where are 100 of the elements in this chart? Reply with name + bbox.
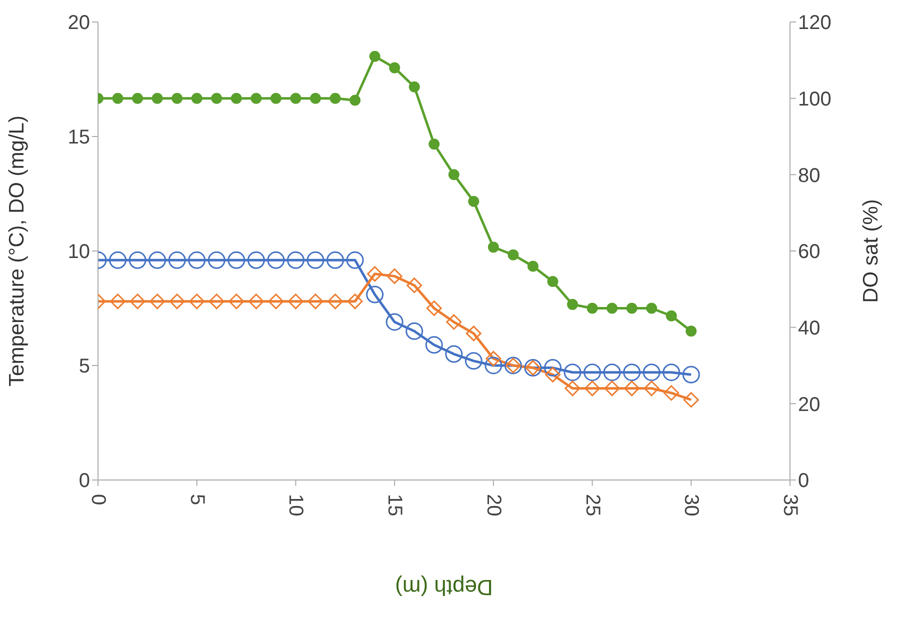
- point: [152, 92, 163, 104]
- point: [686, 326, 697, 337]
- point: [644, 380, 660, 396]
- point: [626, 302, 638, 314]
- point: [168, 251, 186, 269]
- y2-tick-label: 60: [798, 241, 820, 264]
- point: [642, 364, 660, 382]
- point: [169, 294, 185, 310]
- point: [603, 364, 621, 382]
- point: [386, 268, 402, 284]
- point: [326, 251, 344, 269]
- point: [445, 345, 463, 363]
- point: [624, 380, 640, 396]
- point: [464, 352, 482, 370]
- point: [128, 251, 146, 269]
- point: [484, 356, 502, 374]
- point: [408, 81, 420, 92]
- point: [666, 310, 677, 322]
- x-tick-label: 30: [680, 494, 702, 516]
- point: [369, 50, 380, 62]
- point: [662, 364, 680, 382]
- point: [584, 364, 602, 382]
- point: [247, 251, 265, 269]
- y-tick-label: 5: [78, 356, 90, 378]
- point: [406, 278, 422, 294]
- point: [428, 138, 440, 150]
- y2-tick-label: 20: [798, 394, 820, 416]
- point: [172, 92, 183, 104]
- point: [208, 251, 226, 269]
- y-tick-label: 15: [68, 126, 90, 149]
- y2-tick-label: 100: [798, 88, 832, 110]
- x-tick-label: 0: [87, 494, 109, 506]
- point: [425, 336, 443, 354]
- point: [646, 302, 658, 314]
- point: [488, 242, 499, 253]
- point: [683, 392, 699, 408]
- point: [286, 251, 304, 269]
- point: [110, 294, 126, 310]
- x-tick-label: 15: [384, 494, 406, 516]
- y2-tick-label: 120: [798, 12, 832, 34]
- point: [211, 92, 222, 104]
- point: [228, 294, 244, 310]
- y2-tick-label: 40: [798, 317, 820, 340]
- point: [682, 366, 700, 384]
- point: [330, 92, 341, 104]
- point: [606, 302, 618, 314]
- point: [132, 92, 144, 104]
- point: [486, 350, 502, 366]
- y-axis-title: Temperature (°C), DO (mg/L): [5, 116, 28, 386]
- point: [308, 294, 324, 310]
- y2-tick-label: 80: [798, 164, 820, 187]
- point: [446, 314, 462, 330]
- x-tick-label: 5: [186, 494, 208, 506]
- point: [386, 313, 404, 331]
- y2-axis-title: DO sat (%): [859, 199, 882, 303]
- point: [188, 251, 206, 269]
- point: [109, 251, 127, 269]
- point: [389, 62, 400, 74]
- point: [208, 294, 224, 310]
- point: [406, 322, 424, 340]
- y-tick-label: 10: [68, 241, 90, 264]
- point: [268, 294, 284, 310]
- point: [547, 276, 558, 288]
- point: [367, 266, 383, 282]
- point: [328, 294, 344, 310]
- point: [248, 294, 264, 310]
- point: [347, 294, 363, 310]
- point: [664, 385, 680, 401]
- point: [189, 294, 205, 310]
- point: [584, 380, 600, 396]
- point: [230, 92, 242, 104]
- point: [346, 251, 364, 269]
- point: [310, 92, 321, 104]
- point: [290, 92, 302, 104]
- point: [350, 94, 361, 106]
- point: [112, 92, 124, 104]
- point: [228, 251, 246, 269]
- point: [191, 92, 202, 104]
- x-axis-title: Depth (m): [395, 575, 493, 600]
- point: [527, 260, 538, 272]
- point: [564, 380, 580, 396]
- y-tick-label: 20: [68, 12, 90, 34]
- point: [426, 300, 442, 316]
- x-tick-label: 20: [482, 494, 504, 516]
- point: [604, 380, 620, 396]
- point: [466, 326, 482, 342]
- point: [267, 251, 285, 269]
- point: [623, 364, 641, 382]
- x-tick-label: 35: [779, 494, 801, 516]
- point: [567, 298, 578, 310]
- point: [148, 251, 166, 269]
- x-tick-label: 10: [284, 494, 307, 516]
- point: [288, 294, 304, 310]
- point: [544, 366, 560, 382]
- point: [508, 249, 519, 260]
- point: [250, 92, 262, 104]
- point: [130, 294, 146, 310]
- point: [306, 251, 324, 269]
- point: [544, 359, 562, 377]
- point: [270, 92, 282, 104]
